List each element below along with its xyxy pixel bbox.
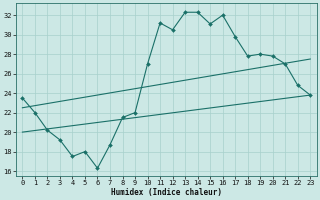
- X-axis label: Humidex (Indice chaleur): Humidex (Indice chaleur): [111, 188, 222, 197]
